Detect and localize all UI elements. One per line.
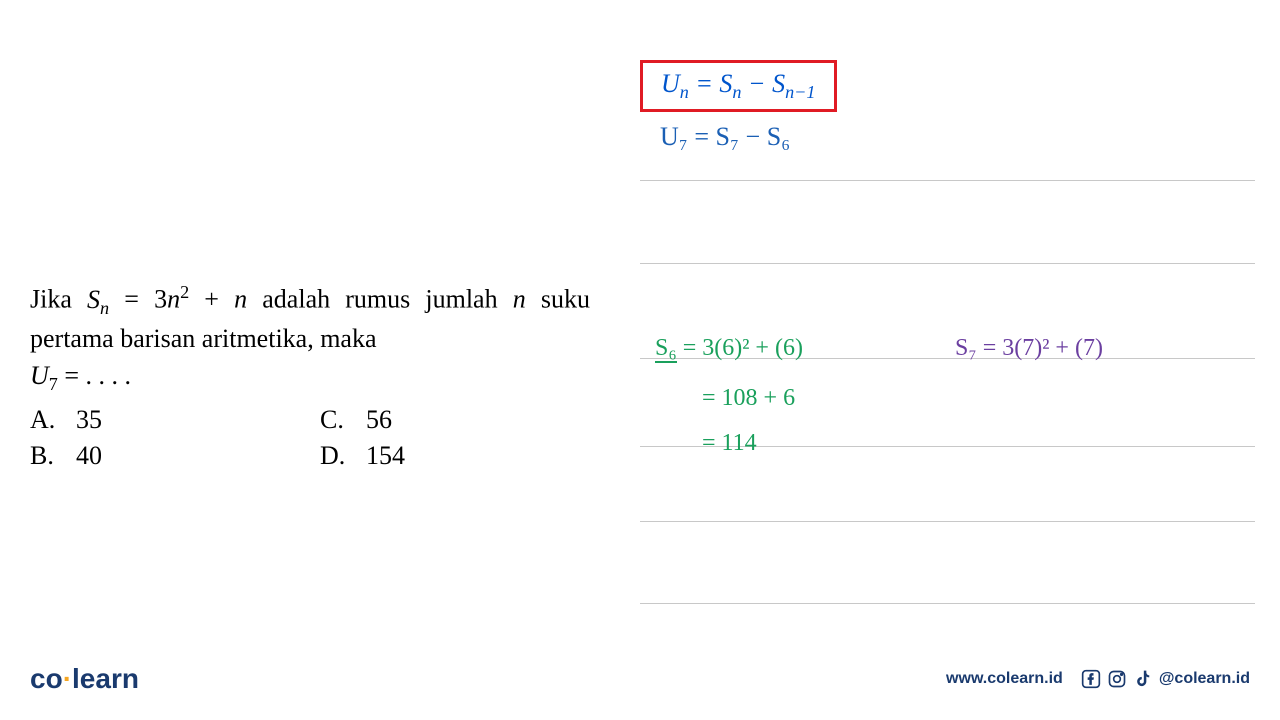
q-ssub: n: [100, 298, 109, 318]
option-b-label: B.: [30, 441, 58, 471]
footer-url[interactable]: www.colearn.id: [946, 670, 1063, 688]
facebook-icon[interactable]: [1081, 669, 1101, 689]
fb-minus: −: [742, 69, 773, 98]
fb-u: U: [661, 69, 680, 98]
q-rest: +: [189, 285, 234, 314]
fb-n: n: [680, 82, 689, 102]
calc-s6-line3: = 114: [702, 430, 757, 457]
footer: co·learn www.colearn.id @colearn.id: [30, 663, 1250, 695]
option-b[interactable]: B. 40: [30, 441, 300, 471]
footer-right: www.colearn.id @colearn.id: [946, 669, 1250, 689]
option-d-value: 154: [366, 441, 405, 471]
logo: co·learn: [30, 663, 139, 695]
social-icons: @colearn.id: [1081, 669, 1250, 689]
option-b-value: 40: [76, 441, 102, 471]
calc-s7-line1: S₇ = 3(7)² + (7): [955, 335, 1103, 362]
option-d-label: D.: [320, 441, 348, 471]
q-svar: S: [87, 285, 100, 314]
q-n2: n: [167, 285, 180, 314]
question-text: Jika Sn = 3n2 + n adalah rumus jumlah n …: [30, 280, 590, 397]
answer-options: A. 35 C. 56 B. 40 D. 154: [30, 405, 590, 471]
s6-label: S₆: [655, 335, 677, 363]
rule-line: [640, 521, 1255, 522]
option-c-label: C.: [320, 405, 348, 435]
fb-s2: S: [772, 69, 785, 98]
handwritten-u7: U₇ = S₇ − S₆: [660, 122, 1260, 152]
q-u7sub: 7: [49, 374, 58, 394]
option-d[interactable]: D. 154: [320, 441, 590, 471]
fb-n2: n−1: [785, 82, 815, 102]
fb-eq: =: [689, 69, 720, 98]
tiktok-icon[interactable]: [1133, 669, 1153, 689]
question-panel: Jika Sn = 3n2 + n adalah rumus jumlah n …: [30, 280, 590, 471]
rule-line: [640, 603, 1255, 604]
logo-learn: learn: [72, 663, 139, 694]
option-a[interactable]: A. 35: [30, 405, 300, 435]
rule-line: [640, 180, 1255, 181]
rule-line: [640, 263, 1255, 264]
option-a-label: A.: [30, 405, 58, 435]
q-prefix: Jika: [30, 285, 87, 314]
q-u7var: U: [30, 361, 49, 390]
logo-co: co: [30, 663, 63, 694]
q-n: n: [234, 285, 247, 314]
q-line2a: n: [513, 285, 526, 314]
option-a-value: 35: [76, 405, 102, 435]
fb-s1: S: [719, 69, 732, 98]
q-sup: 2: [180, 282, 189, 302]
instagram-icon[interactable]: [1107, 669, 1127, 689]
calc-s6-line1: S₆ = 3(6)² + (6): [655, 335, 803, 362]
footer-handle[interactable]: @colearn.id: [1159, 670, 1250, 688]
formula-box: Un = Sn − Sn−1: [640, 60, 837, 112]
fb-n1: n: [732, 82, 741, 102]
q-u7eq: = . . . .: [58, 361, 131, 390]
option-c[interactable]: C. 56: [320, 405, 590, 435]
option-c-value: 56: [366, 405, 392, 435]
s6-expr: = 3(6)² + (6): [677, 335, 803, 361]
logo-dot: ·: [63, 663, 72, 694]
work-panel: Un = Sn − Sn−1 U₇ = S₇ − S₆: [640, 60, 1260, 152]
q-eq: = 3: [109, 285, 167, 314]
calc-s6-line2: = 108 + 6: [702, 385, 795, 412]
q-mid: adalah rumus jumlah: [247, 285, 513, 314]
